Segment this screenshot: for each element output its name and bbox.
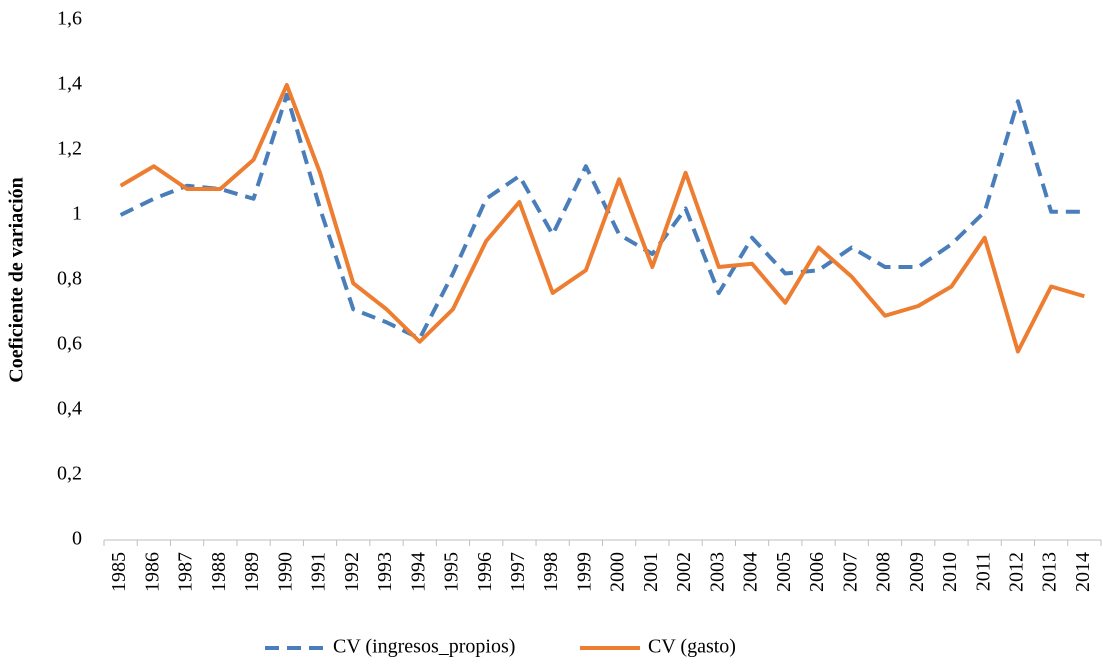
y-tick-label: 0 (72, 528, 82, 550)
y-tick-label: 1 (72, 203, 82, 225)
x-tick-label: 1998 (540, 552, 562, 592)
x-tick-label: 1993 (374, 552, 396, 592)
x-tick-label: 1985 (108, 552, 130, 592)
x-tick-label: 2007 (839, 552, 861, 592)
x-tick-label: 1999 (573, 552, 595, 592)
x-tick-label: 1995 (441, 552, 463, 592)
x-tick-label: 2005 (773, 552, 795, 592)
y-tick-label: 0,4 (57, 398, 82, 420)
x-tick-label: 2002 (673, 552, 695, 592)
x-tick-label: 1987 (175, 552, 197, 592)
x-tick-label: 2011 (972, 552, 994, 591)
x-tick-label: 1994 (407, 552, 429, 592)
x-tick-label: 1992 (341, 552, 363, 592)
x-tick-label: 2006 (806, 552, 828, 592)
y-tick-label: 1,6 (57, 8, 82, 30)
y-tick-label: 0,8 (57, 268, 82, 290)
x-tick-label: 2000 (607, 552, 629, 592)
x-tick-label: 2001 (640, 552, 662, 592)
x-tick-label: 1990 (274, 552, 296, 592)
x-tick-label: 2010 (939, 552, 961, 592)
x-tick-label: 2014 (1072, 552, 1094, 592)
x-tick-label: 1988 (208, 552, 230, 592)
y-tick-label: 0,6 (57, 333, 82, 355)
x-tick-label: 1989 (241, 552, 263, 592)
x-tick-label: 1997 (507, 552, 529, 592)
y-tick-label: 0,2 (57, 463, 82, 485)
x-tick-label: 2008 (873, 552, 895, 592)
x-tick-label: 2004 (740, 552, 762, 592)
x-tick-label: 2009 (906, 552, 928, 592)
x-tick-label: 2012 (1006, 552, 1028, 592)
x-tick-label: 2003 (706, 552, 728, 592)
legend-label: CV (gasto) (648, 636, 736, 658)
y-axis-label: Coeficiente de variación (6, 177, 28, 383)
x-tick-label: 1996 (474, 552, 496, 592)
x-tick-label: 2013 (1039, 552, 1061, 592)
y-tick-label: 1,2 (57, 138, 82, 160)
line-series (119, 83, 1085, 354)
line-series (119, 92, 1085, 341)
legend-label: CV (ingresos_propios) (333, 636, 515, 658)
x-tick-label: 1986 (141, 552, 163, 592)
y-tick-label: 1,4 (57, 73, 82, 95)
x-tick-label: 1991 (308, 552, 330, 592)
